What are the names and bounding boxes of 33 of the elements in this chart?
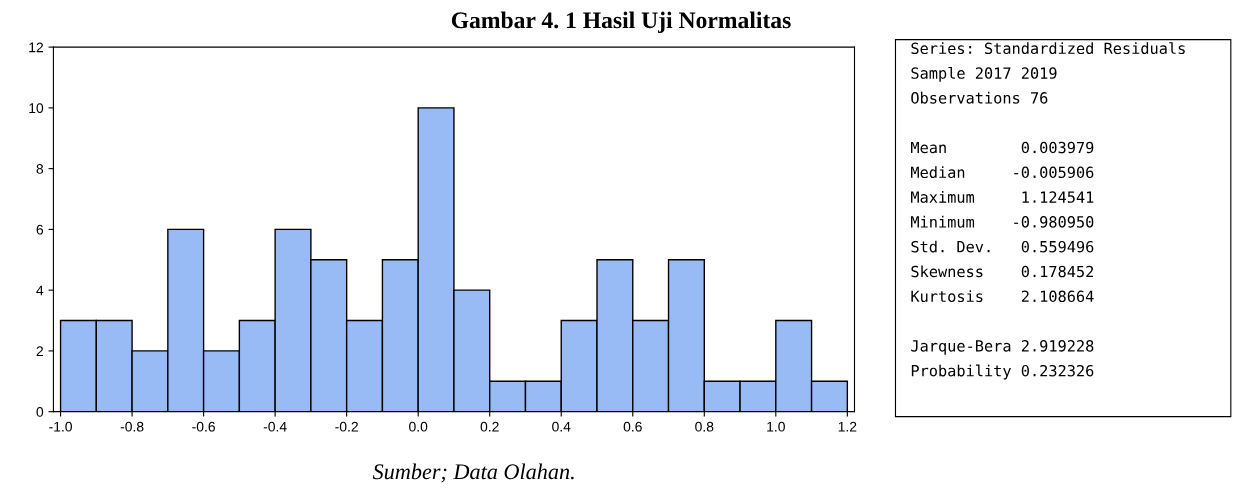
text: Mean 0.003979 [911,141,1094,154]
y-tick-label: 2 [36,346,43,356]
text: Std. Dev. 0.559496 [911,240,1094,253]
x-tick-label: -0.4 [263,421,287,432]
x-tick-label: -0.2 [335,421,358,432]
y-tick-label: 6 [36,224,44,235]
x-tick-label: 1.2 [838,421,857,432]
x-tick-label: 1.0 [767,421,785,432]
x-tick-label: -0.6 [192,421,215,432]
y-tick-label: 8 [36,163,44,174]
y-tick-label: 0 [36,407,44,417]
x-tick-label: 0.8 [695,421,714,432]
text: Sample 2017 2019 [911,66,1057,82]
x-tick-label: 0.0 [409,421,428,432]
text: Skewness 0.178452 [911,265,1094,278]
x-tick-label: -1.0 [49,421,72,432]
text: Probability 0.232326 [911,364,1094,380]
text: Series: Standardized Residuals [911,42,1185,55]
text: Jarque-Bera 2.919228 [911,340,1094,355]
chart-title: Gambar 4. 1 Hasil Uji Normalitas [451,11,791,34]
text: Observations 76 [911,91,1048,104]
text: Median -0.005906 [911,166,1094,179]
y-tick-label: 4 [36,285,44,296]
text: Kurtosis 2.108664 [911,290,1094,303]
text: Maximum 1.124541 [911,191,1094,203]
x-tick-label: 0.6 [623,421,642,432]
text: Minimum -0.980950 [911,215,1094,228]
y-tick-label: 10 [29,103,44,114]
x-tick-label: 0.2 [480,421,499,432]
x-tick-label: 0.4 [552,421,571,432]
x-tick-label: -0.8 [120,421,144,432]
y-tick-label: 12 [29,42,43,53]
text: Sumber; Data Olahan. [372,463,574,483]
